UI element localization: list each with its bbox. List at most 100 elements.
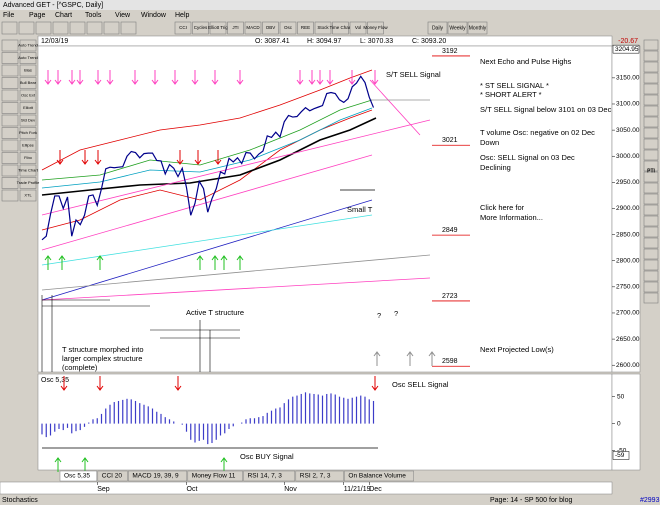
tool-button[interactable] bbox=[1, 52, 19, 64]
toolbar-button[interactable] bbox=[209, 21, 227, 35]
period-button[interactable] bbox=[447, 21, 468, 35]
tool-button[interactable] bbox=[1, 102, 19, 114]
tool-button[interactable] bbox=[1, 127, 19, 139]
tool-button[interactable] bbox=[643, 270, 659, 282]
tool-button[interactable] bbox=[643, 105, 659, 117]
tool-button[interactable] bbox=[19, 164, 37, 177]
toolbar-button[interactable] bbox=[18, 21, 35, 35]
menu-item[interactable]: Chart bbox=[55, 12, 72, 19]
tool-button[interactable] bbox=[1, 177, 19, 189]
header-low: L: 3070.33 bbox=[360, 38, 393, 45]
toolbar-button[interactable] bbox=[244, 21, 262, 35]
menu-item[interactable]: View bbox=[115, 12, 131, 19]
tab-label: Money Flow 11 bbox=[192, 473, 236, 480]
tool-button[interactable] bbox=[19, 39, 37, 52]
chart-annotation[interactable]: More Information... bbox=[480, 213, 543, 222]
tool-button[interactable] bbox=[1, 64, 19, 77]
tool-button[interactable] bbox=[19, 152, 37, 164]
tool-label: Std Dev bbox=[21, 118, 35, 123]
indicator-tab[interactable] bbox=[295, 470, 344, 482]
tool-button[interactable] bbox=[1, 89, 19, 102]
period-button[interactable] bbox=[427, 21, 448, 35]
tool-button[interactable] bbox=[1, 77, 19, 89]
toolbar-label: Stock bbox=[317, 25, 329, 30]
tool-button[interactable] bbox=[643, 149, 659, 161]
osc-panel bbox=[37, 373, 613, 471]
tool-button[interactable] bbox=[643, 94, 659, 106]
tool-button[interactable] bbox=[643, 127, 659, 139]
toolbar-button[interactable] bbox=[120, 21, 137, 35]
tool-button[interactable] bbox=[19, 77, 37, 89]
menu-item[interactable]: Window bbox=[141, 12, 167, 19]
tool-button[interactable] bbox=[643, 193, 659, 205]
toolbar-button[interactable] bbox=[367, 21, 384, 35]
toolbar-button[interactable] bbox=[52, 21, 69, 35]
tool-button[interactable] bbox=[643, 259, 659, 271]
tool-button[interactable] bbox=[643, 182, 659, 194]
toolbar-button[interactable] bbox=[297, 21, 314, 35]
toolbar-button[interactable] bbox=[69, 21, 86, 35]
tool-button[interactable] bbox=[643, 160, 659, 172]
tool-button[interactable] bbox=[1, 139, 19, 152]
tool-button[interactable] bbox=[1, 152, 19, 164]
period-button[interactable] bbox=[467, 21, 488, 35]
toolbar-button[interactable] bbox=[314, 21, 332, 35]
tool-button[interactable] bbox=[643, 215, 659, 227]
menu-item[interactable]: Help bbox=[175, 12, 190, 19]
header-open: O: 3087.41 bbox=[255, 38, 290, 45]
tool-button[interactable] bbox=[643, 226, 659, 238]
tool-button[interactable] bbox=[643, 292, 659, 304]
indicator-tab[interactable] bbox=[243, 470, 296, 482]
tool-button[interactable] bbox=[643, 61, 659, 73]
indicator-tab[interactable] bbox=[59, 470, 98, 482]
tool-button[interactable] bbox=[643, 83, 659, 95]
toolbar-button[interactable] bbox=[349, 21, 367, 35]
toolbar-button[interactable] bbox=[279, 21, 297, 35]
tool-button[interactable] bbox=[643, 72, 659, 84]
toolbar-label: JTI bbox=[232, 25, 238, 30]
toolbar-button[interactable] bbox=[86, 21, 103, 35]
indicator-tab[interactable] bbox=[187, 470, 243, 482]
signal-arrow bbox=[371, 376, 379, 391]
tool-button[interactable] bbox=[19, 177, 37, 189]
tool-button[interactable] bbox=[1, 189, 19, 202]
tool-button[interactable] bbox=[643, 138, 659, 150]
toolbar-button[interactable] bbox=[1, 21, 18, 35]
indicator-tab[interactable] bbox=[97, 470, 128, 482]
tool-button[interactable] bbox=[19, 64, 37, 77]
tool-button[interactable] bbox=[19, 52, 37, 64]
chart-annotation: Next Echo and Pulse Highs bbox=[480, 57, 572, 66]
toolbar-button[interactable] bbox=[174, 21, 192, 35]
x-tick-label: Oct bbox=[187, 486, 198, 493]
chart-annotation[interactable]: Click here for bbox=[480, 203, 525, 212]
tool-button[interactable] bbox=[19, 127, 37, 139]
tool-button[interactable] bbox=[1, 39, 19, 52]
menu-item[interactable]: Tools bbox=[85, 12, 102, 19]
price-axis bbox=[611, 45, 641, 373]
indicator-tab[interactable] bbox=[128, 470, 188, 482]
toolbar-button[interactable] bbox=[192, 21, 209, 35]
indicator-tab[interactable] bbox=[344, 470, 414, 482]
tool-button[interactable] bbox=[643, 171, 659, 183]
tool-button[interactable] bbox=[643, 204, 659, 216]
tool-button[interactable] bbox=[643, 237, 659, 249]
toolbar-button[interactable] bbox=[262, 21, 279, 35]
tool-button[interactable] bbox=[19, 89, 37, 102]
tool-button[interactable] bbox=[1, 114, 19, 127]
tool-button[interactable] bbox=[19, 189, 37, 202]
menu-item[interactable]: Page bbox=[29, 12, 45, 19]
tool-button[interactable] bbox=[643, 50, 659, 62]
tool-button[interactable] bbox=[643, 248, 659, 260]
tool-button[interactable] bbox=[643, 116, 659, 128]
tool-button[interactable] bbox=[19, 102, 37, 114]
tool-button[interactable] bbox=[643, 281, 659, 293]
tool-button[interactable] bbox=[1, 164, 19, 177]
toolbar-button[interactable] bbox=[332, 21, 349, 35]
menu-item[interactable]: File bbox=[3, 12, 14, 19]
tool-button[interactable] bbox=[643, 39, 659, 51]
tool-button[interactable] bbox=[19, 139, 37, 152]
toolbar-button[interactable] bbox=[35, 21, 52, 35]
toolbar-button[interactable] bbox=[227, 21, 244, 35]
tool-button[interactable] bbox=[19, 114, 37, 127]
toolbar-button[interactable] bbox=[103, 21, 120, 35]
